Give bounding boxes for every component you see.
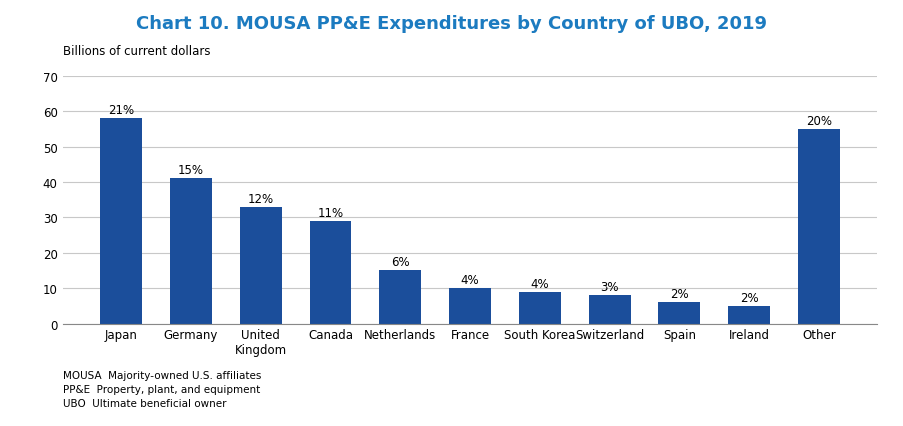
Bar	[309, 222, 351, 324]
Text: 11%: 11%	[317, 206, 343, 219]
Text: 2%: 2%	[669, 288, 688, 300]
Text: 4%: 4%	[461, 273, 479, 286]
Text: 6%: 6%	[391, 256, 409, 269]
Text: 3%: 3%	[600, 280, 619, 294]
Text: Chart 10. MOUSA PP&E Expenditures by Country of UBO, 2019: Chart 10. MOUSA PP&E Expenditures by Cou…	[136, 15, 767, 33]
Bar	[588, 296, 630, 324]
Text: 2%: 2%	[739, 291, 758, 304]
Text: MOUSA  Majority-owned U.S. affiliates
PP&E  Property, plant, and equipment
UBO  : MOUSA Majority-owned U.S. affiliates PP&…	[63, 371, 261, 426]
Text: 20%: 20%	[805, 115, 831, 127]
Bar	[379, 271, 421, 324]
Bar	[728, 306, 769, 324]
Text: 4%: 4%	[530, 277, 548, 290]
Text: 21%: 21%	[108, 104, 135, 117]
Text: 15%: 15%	[178, 164, 204, 177]
Bar	[797, 130, 839, 324]
Bar	[657, 302, 700, 324]
Bar	[518, 292, 560, 324]
Bar	[239, 207, 282, 324]
Text: Billions of current dollars: Billions of current dollars	[63, 45, 210, 58]
Text: 12%: 12%	[247, 192, 274, 205]
Bar	[100, 119, 142, 324]
Bar	[449, 288, 490, 324]
Bar	[170, 179, 211, 324]
